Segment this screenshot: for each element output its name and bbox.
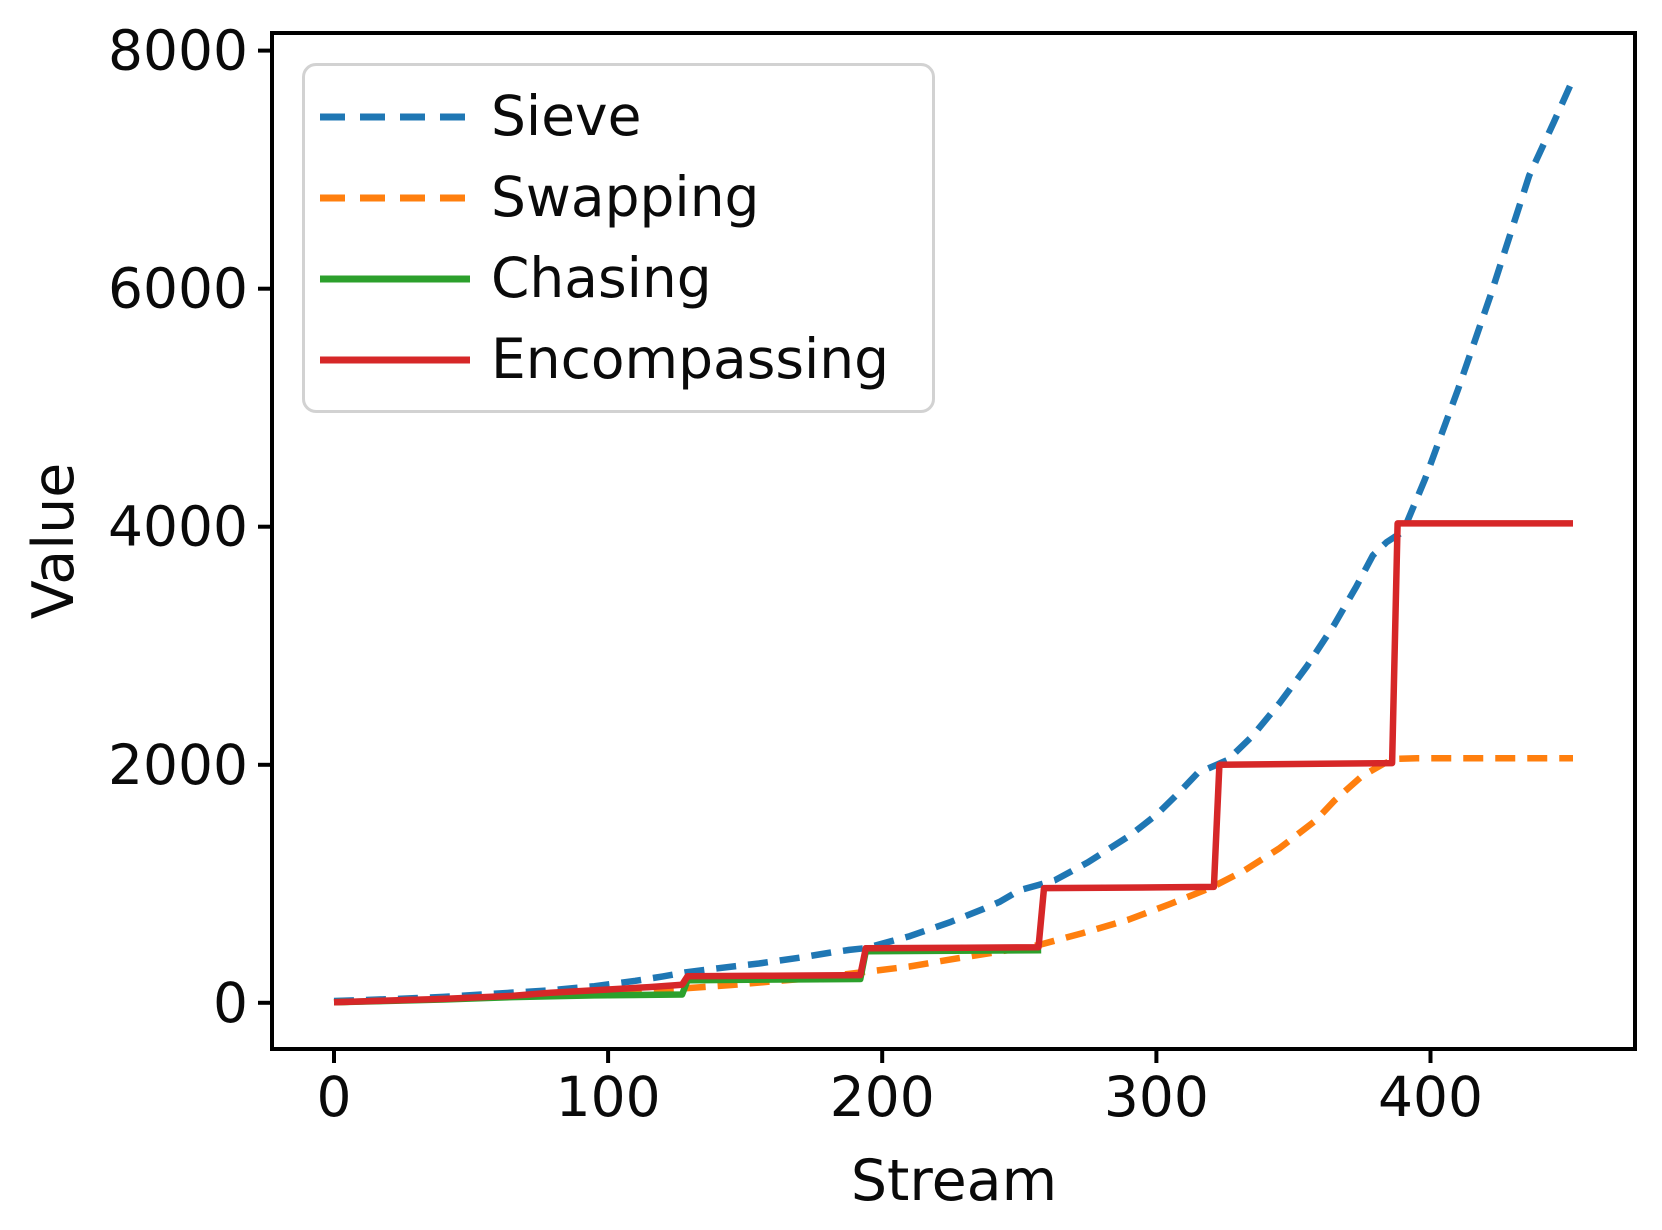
legend-item-sieve: Sieve xyxy=(319,82,932,152)
legend-line-sample-swapping xyxy=(320,194,470,201)
series-layer xyxy=(333,77,1576,1006)
x-axis-title: Stream xyxy=(851,1148,1057,1214)
y-tick-label: 2000 xyxy=(108,733,248,797)
y-tick-label: 4000 xyxy=(108,495,248,559)
y-tick-label: 8000 xyxy=(108,19,248,83)
x-tick-label: 100 xyxy=(556,1065,661,1129)
x-tick-label: 200 xyxy=(830,1065,935,1129)
legend-line-sample-sieve xyxy=(320,113,470,120)
x-tick-label: 300 xyxy=(1104,1065,1209,1129)
x-tick-label: 400 xyxy=(1378,1065,1483,1129)
legend-label: Swapping xyxy=(491,165,760,229)
x-tick-label: 0 xyxy=(317,1065,352,1129)
legend-label: Chasing xyxy=(491,246,712,310)
legend-label: Sieve xyxy=(491,84,642,148)
legend-line-sample-chasing xyxy=(320,275,470,282)
plot-border xyxy=(270,31,1637,1051)
series-line-swapping xyxy=(333,755,1573,1006)
y-axis-title: Value xyxy=(21,463,87,620)
legend: Sieve Swapping Chasing Encompassing xyxy=(302,63,935,413)
legend-item-chasing: Chasing xyxy=(319,244,932,314)
legend-item-swapping: Swapping xyxy=(319,163,932,233)
legend-item-encompassing: Encompassing xyxy=(319,325,932,395)
series-line-sieve xyxy=(333,77,1576,1005)
legend-label: Encompassing xyxy=(491,327,890,391)
legend-line-sample-encompassing xyxy=(320,356,470,363)
series-line-encompassing xyxy=(333,520,1573,1006)
y-tick-label: 0 xyxy=(213,971,248,1035)
y-tick-label: 6000 xyxy=(108,257,248,321)
